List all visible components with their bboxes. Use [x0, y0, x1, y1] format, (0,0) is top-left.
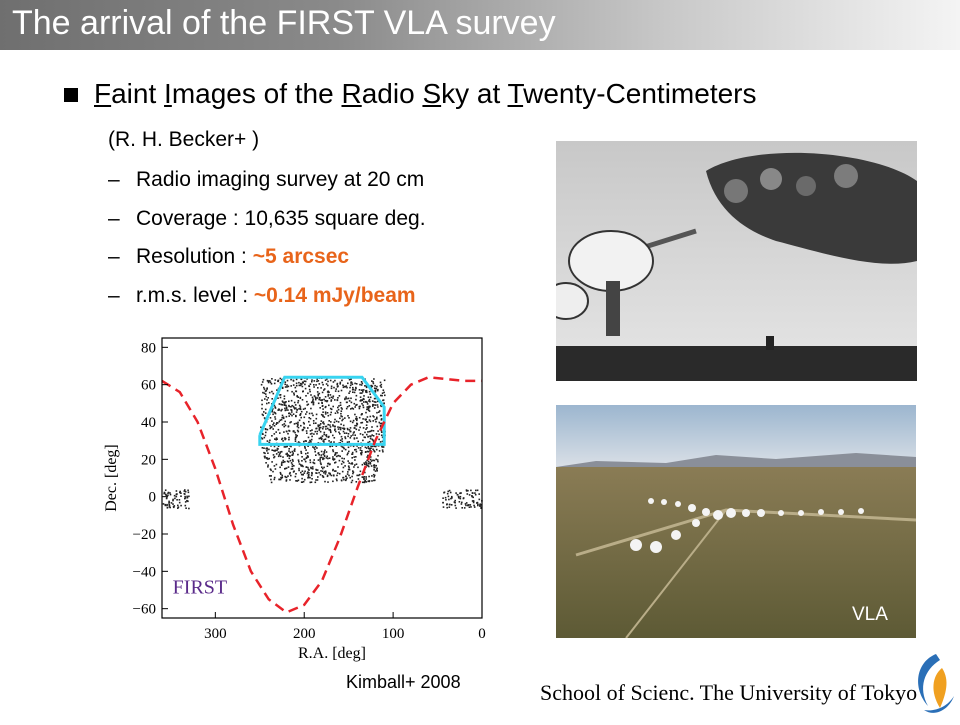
chart-annotation: FIRST [173, 577, 227, 599]
dash-marker: – [108, 207, 120, 230]
plot-frame [161, 337, 483, 619]
y-tick-label: 60 [141, 378, 156, 394]
item-label: Resolution : [136, 245, 253, 268]
heading-initial: I [164, 78, 172, 109]
heading-initial: T [507, 78, 524, 109]
y-tick-label: −60 [133, 602, 156, 618]
heading-part: adio [361, 78, 423, 109]
y-axis-label: Dec. [deg] [103, 444, 120, 512]
y-tick-label: −40 [133, 564, 156, 580]
survey-region-outline [258, 375, 386, 446]
item-value: ~5 arcsec [252, 245, 350, 268]
item-label: Radio imaging survey at 20 cm [136, 168, 425, 191]
bullet-icon [64, 88, 78, 102]
item-survey: Radio imaging survey at 20 cm [136, 168, 424, 192]
y-tick-label: 0 [149, 490, 157, 506]
item-rms: r.m.s. level : ~0.14 mJy/beam [136, 284, 416, 308]
item-resolution: Resolution : ~5 arcsec [136, 245, 349, 269]
survey-coverage-points [162, 377, 483, 510]
heading-initial: F [94, 78, 112, 109]
heading-part: mages of the [171, 78, 342, 109]
vla-aerial-photo: VLA [556, 405, 916, 638]
reference-line: (R. H. Becker+ ) [108, 128, 260, 151]
y-tick-label: 40 [141, 415, 156, 431]
heading-part: wenty-Centimeters [523, 78, 757, 109]
item-label: r.m.s. level : [136, 284, 254, 307]
title-bar: The arrival of the FIRST VLA survey [0, 0, 960, 50]
university-logo-icon [906, 648, 960, 720]
x-tick-label: 200 [293, 626, 316, 642]
telescope-collage-photo [556, 141, 917, 381]
survey-heading: Faint Images of the Radio Sky at Twenty-… [94, 78, 757, 110]
x-axis-label: R.A. [deg] [298, 645, 366, 662]
x-tick-label: 100 [382, 626, 405, 642]
dash-marker: – [108, 168, 120, 191]
heading-part: aint [111, 78, 165, 109]
heading-part: ky at [441, 78, 508, 109]
heading-initial: S [422, 78, 442, 109]
y-tick-label: −20 [133, 527, 156, 543]
x-tick-label: 300 [204, 626, 227, 642]
item-coverage: Coverage : 10,635 square deg. [136, 207, 426, 231]
x-tick-label: 0 [478, 626, 486, 642]
footer-text: School of Scienc. The University of Toky… [540, 680, 918, 705]
item-value: ~0.14 mJy/beam [253, 284, 416, 307]
galactic-plane-curve [161, 375, 482, 614]
photo-label: VLA [852, 604, 888, 625]
figure-caption: Kimball+ 2008 [346, 672, 461, 692]
dash-marker: – [108, 284, 120, 307]
y-tick-label: 20 [141, 452, 156, 468]
slide-title: The arrival of the FIRST VLA survey [12, 4, 556, 42]
item-label: Coverage : 10,635 square deg. [136, 207, 426, 230]
dash-marker: – [108, 245, 120, 268]
y-tick-label: 80 [141, 340, 156, 356]
heading-initial: R [341, 78, 362, 109]
